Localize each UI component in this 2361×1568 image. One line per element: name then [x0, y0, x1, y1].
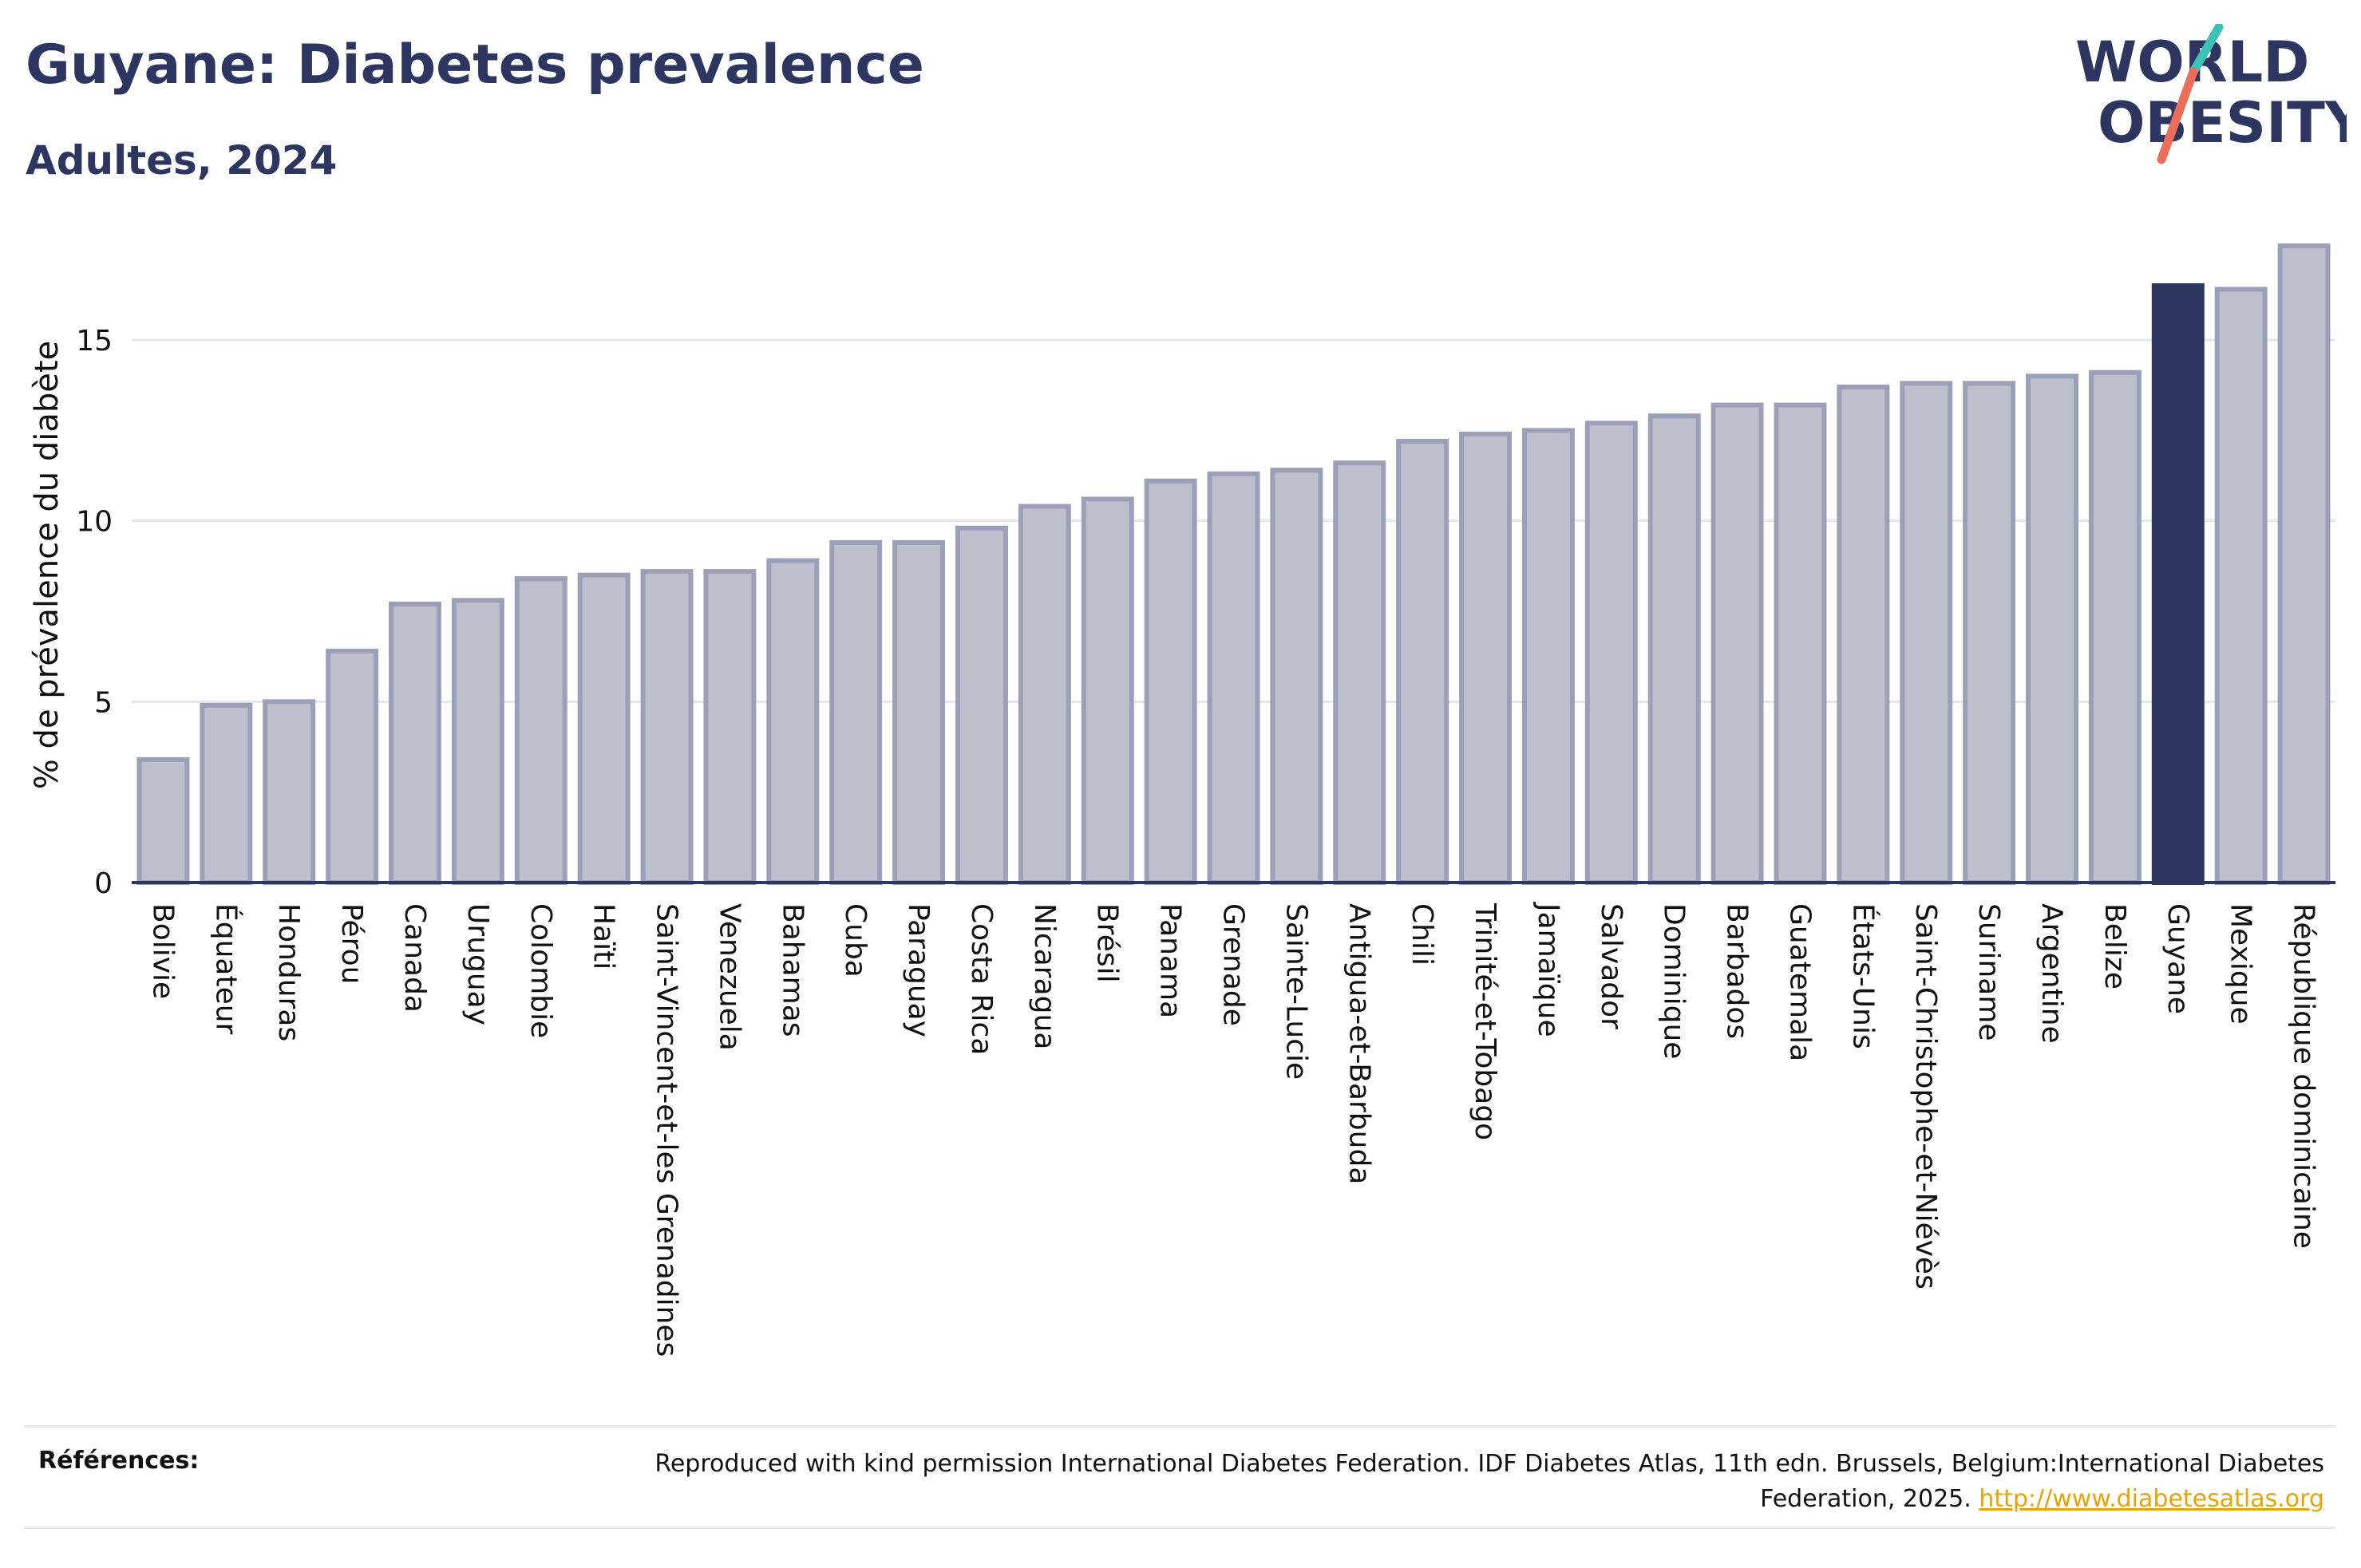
references-label: Références: — [38, 1447, 200, 1475]
x-tick-label: Argentine — [2035, 903, 2068, 1044]
bar — [2088, 369, 2142, 885]
x-tick-label: Bolivie — [146, 903, 179, 999]
bar — [326, 648, 379, 885]
x-tick-label: Sainte-Lucie — [1279, 903, 1312, 1080]
x-tick-label: République dominicaine — [2288, 903, 2320, 1249]
x-tick-label: Paraguay — [902, 903, 935, 1037]
bar — [263, 699, 316, 885]
x-tick-label: Saint-Christophe-et-Niévès — [1909, 903, 1942, 1290]
x-tick-label: Venezuela — [713, 903, 745, 1051]
y-tick-label: 15 — [76, 325, 113, 357]
bar — [1837, 384, 1890, 885]
bar — [1018, 504, 1071, 885]
x-tick-label: Jamaïque — [1532, 902, 1564, 1037]
bar — [389, 601, 441, 886]
x-tick-label: États-Unis — [1846, 903, 1880, 1049]
x-tick-label: Chili — [1406, 903, 1438, 966]
x-tick-label: Belize — [2098, 903, 2131, 989]
bar — [1900, 381, 1953, 885]
bar — [892, 539, 946, 885]
x-tick-label: Honduras — [272, 903, 305, 1041]
bar — [766, 558, 820, 885]
x-tick-label: Bahamas — [776, 903, 809, 1037]
bar — [829, 539, 883, 885]
bar — [703, 569, 757, 886]
bar — [1459, 431, 1513, 885]
x-tick-label: Suriname — [1972, 903, 2005, 1041]
x-tick-label: Mexique — [2225, 903, 2257, 1025]
x-tick-label: Barbados — [1721, 903, 1754, 1039]
bar — [1396, 438, 1449, 885]
bar — [514, 576, 568, 885]
bar — [640, 569, 694, 886]
logo-line-2: OBESITY — [2098, 90, 2347, 156]
logo-slash-coral — [2157, 67, 2198, 164]
x-tick-label: Grenade — [1217, 903, 1250, 1026]
x-tick-label: Cuba — [839, 903, 872, 978]
bar — [1207, 471, 1260, 885]
bar — [1081, 496, 1134, 885]
references-link[interactable]: http://www.diabetesatlas.org — [1979, 1485, 2324, 1513]
bar — [2026, 373, 2078, 886]
x-tick-label: Dominique — [1658, 903, 1691, 1059]
x-tick-label: Trinité-et-Tobago — [1469, 902, 1501, 1140]
page-subtitle: Adultes, 2024 — [26, 137, 338, 184]
bar — [1963, 381, 2016, 885]
bar — [955, 525, 1008, 885]
references-text: Reproduced with kind permission Internat… — [655, 1450, 2324, 1513]
x-tick-label: Antigua-et-Barbuda — [1343, 903, 1375, 1184]
x-tick-label: Colombie — [524, 903, 557, 1038]
world-obesity-logo: WORLD OBESITY — [2075, 24, 2347, 164]
bar — [577, 572, 631, 886]
page-title: Guyane: Diabetes prevalence — [26, 34, 924, 97]
x-tick-label: Haïti — [587, 903, 620, 970]
bar — [136, 756, 190, 885]
bar — [2277, 243, 2331, 885]
y-tick-label: 5 — [94, 686, 113, 719]
logo-slash-teal — [2189, 24, 2224, 77]
bar — [1647, 413, 1701, 885]
x-tick-label: Salvador — [1595, 903, 1627, 1029]
y-tick-label: 0 — [94, 867, 113, 900]
x-tick-label: Uruguay — [461, 903, 494, 1025]
bar — [1270, 468, 1323, 885]
y-tick-label: 10 — [76, 506, 113, 539]
bar — [1333, 460, 1386, 885]
bar-chart: 0 5 10 15 % de prévalence du diabète Bolivie É… — [29, 243, 2335, 1357]
bar — [200, 702, 253, 885]
bar — [2214, 286, 2268, 885]
bar — [1521, 428, 1575, 885]
bar — [1774, 402, 1827, 886]
x-tick-label: Équateur — [209, 903, 243, 1035]
bar — [451, 598, 504, 886]
x-tick-label: Canada — [398, 903, 431, 1013]
bar — [1144, 478, 1197, 885]
x-tick-label: Guyane — [2161, 903, 2194, 1014]
references-footer: Références: Reproduced with kind permiss… — [24, 1425, 2335, 1529]
x-tick-label: Brésil — [1091, 903, 1124, 983]
x-tick-label: Guatemala — [1783, 903, 1816, 1061]
x-tick-label: Pérou — [335, 903, 368, 984]
x-tick-label: Nicaragua — [1028, 903, 1061, 1049]
bar — [1584, 421, 1638, 885]
references-text-block: Reproduced with kind permission Internat… — [648, 1447, 2324, 1517]
y-axis-label: % de prévalence du diabète — [29, 341, 65, 789]
x-tick-label: Costa Rica — [965, 903, 998, 1055]
x-tick-label: Panama — [1154, 903, 1187, 1018]
x-tick-label: Saint-Vincent-et-les Grenadines — [651, 903, 683, 1357]
bar — [2151, 283, 2205, 885]
bar — [1710, 402, 1764, 886]
